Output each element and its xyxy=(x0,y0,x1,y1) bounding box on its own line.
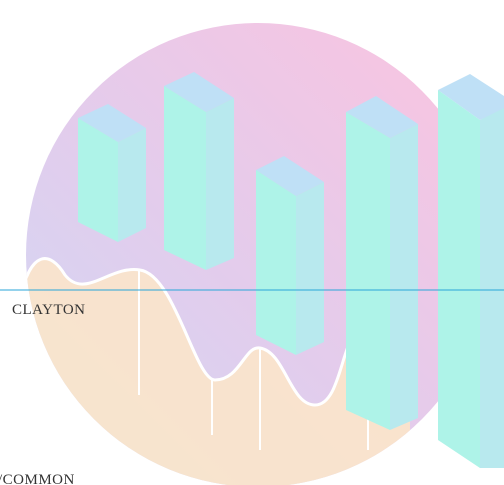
bar xyxy=(164,72,234,270)
name-label: CLAYTON xyxy=(12,302,86,318)
bar xyxy=(346,96,418,430)
wave-area xyxy=(26,258,410,485)
bar xyxy=(256,156,324,355)
footer-label: /COMMON xyxy=(0,472,75,485)
bar xyxy=(438,74,504,468)
bars xyxy=(78,72,504,468)
bar xyxy=(78,104,146,242)
